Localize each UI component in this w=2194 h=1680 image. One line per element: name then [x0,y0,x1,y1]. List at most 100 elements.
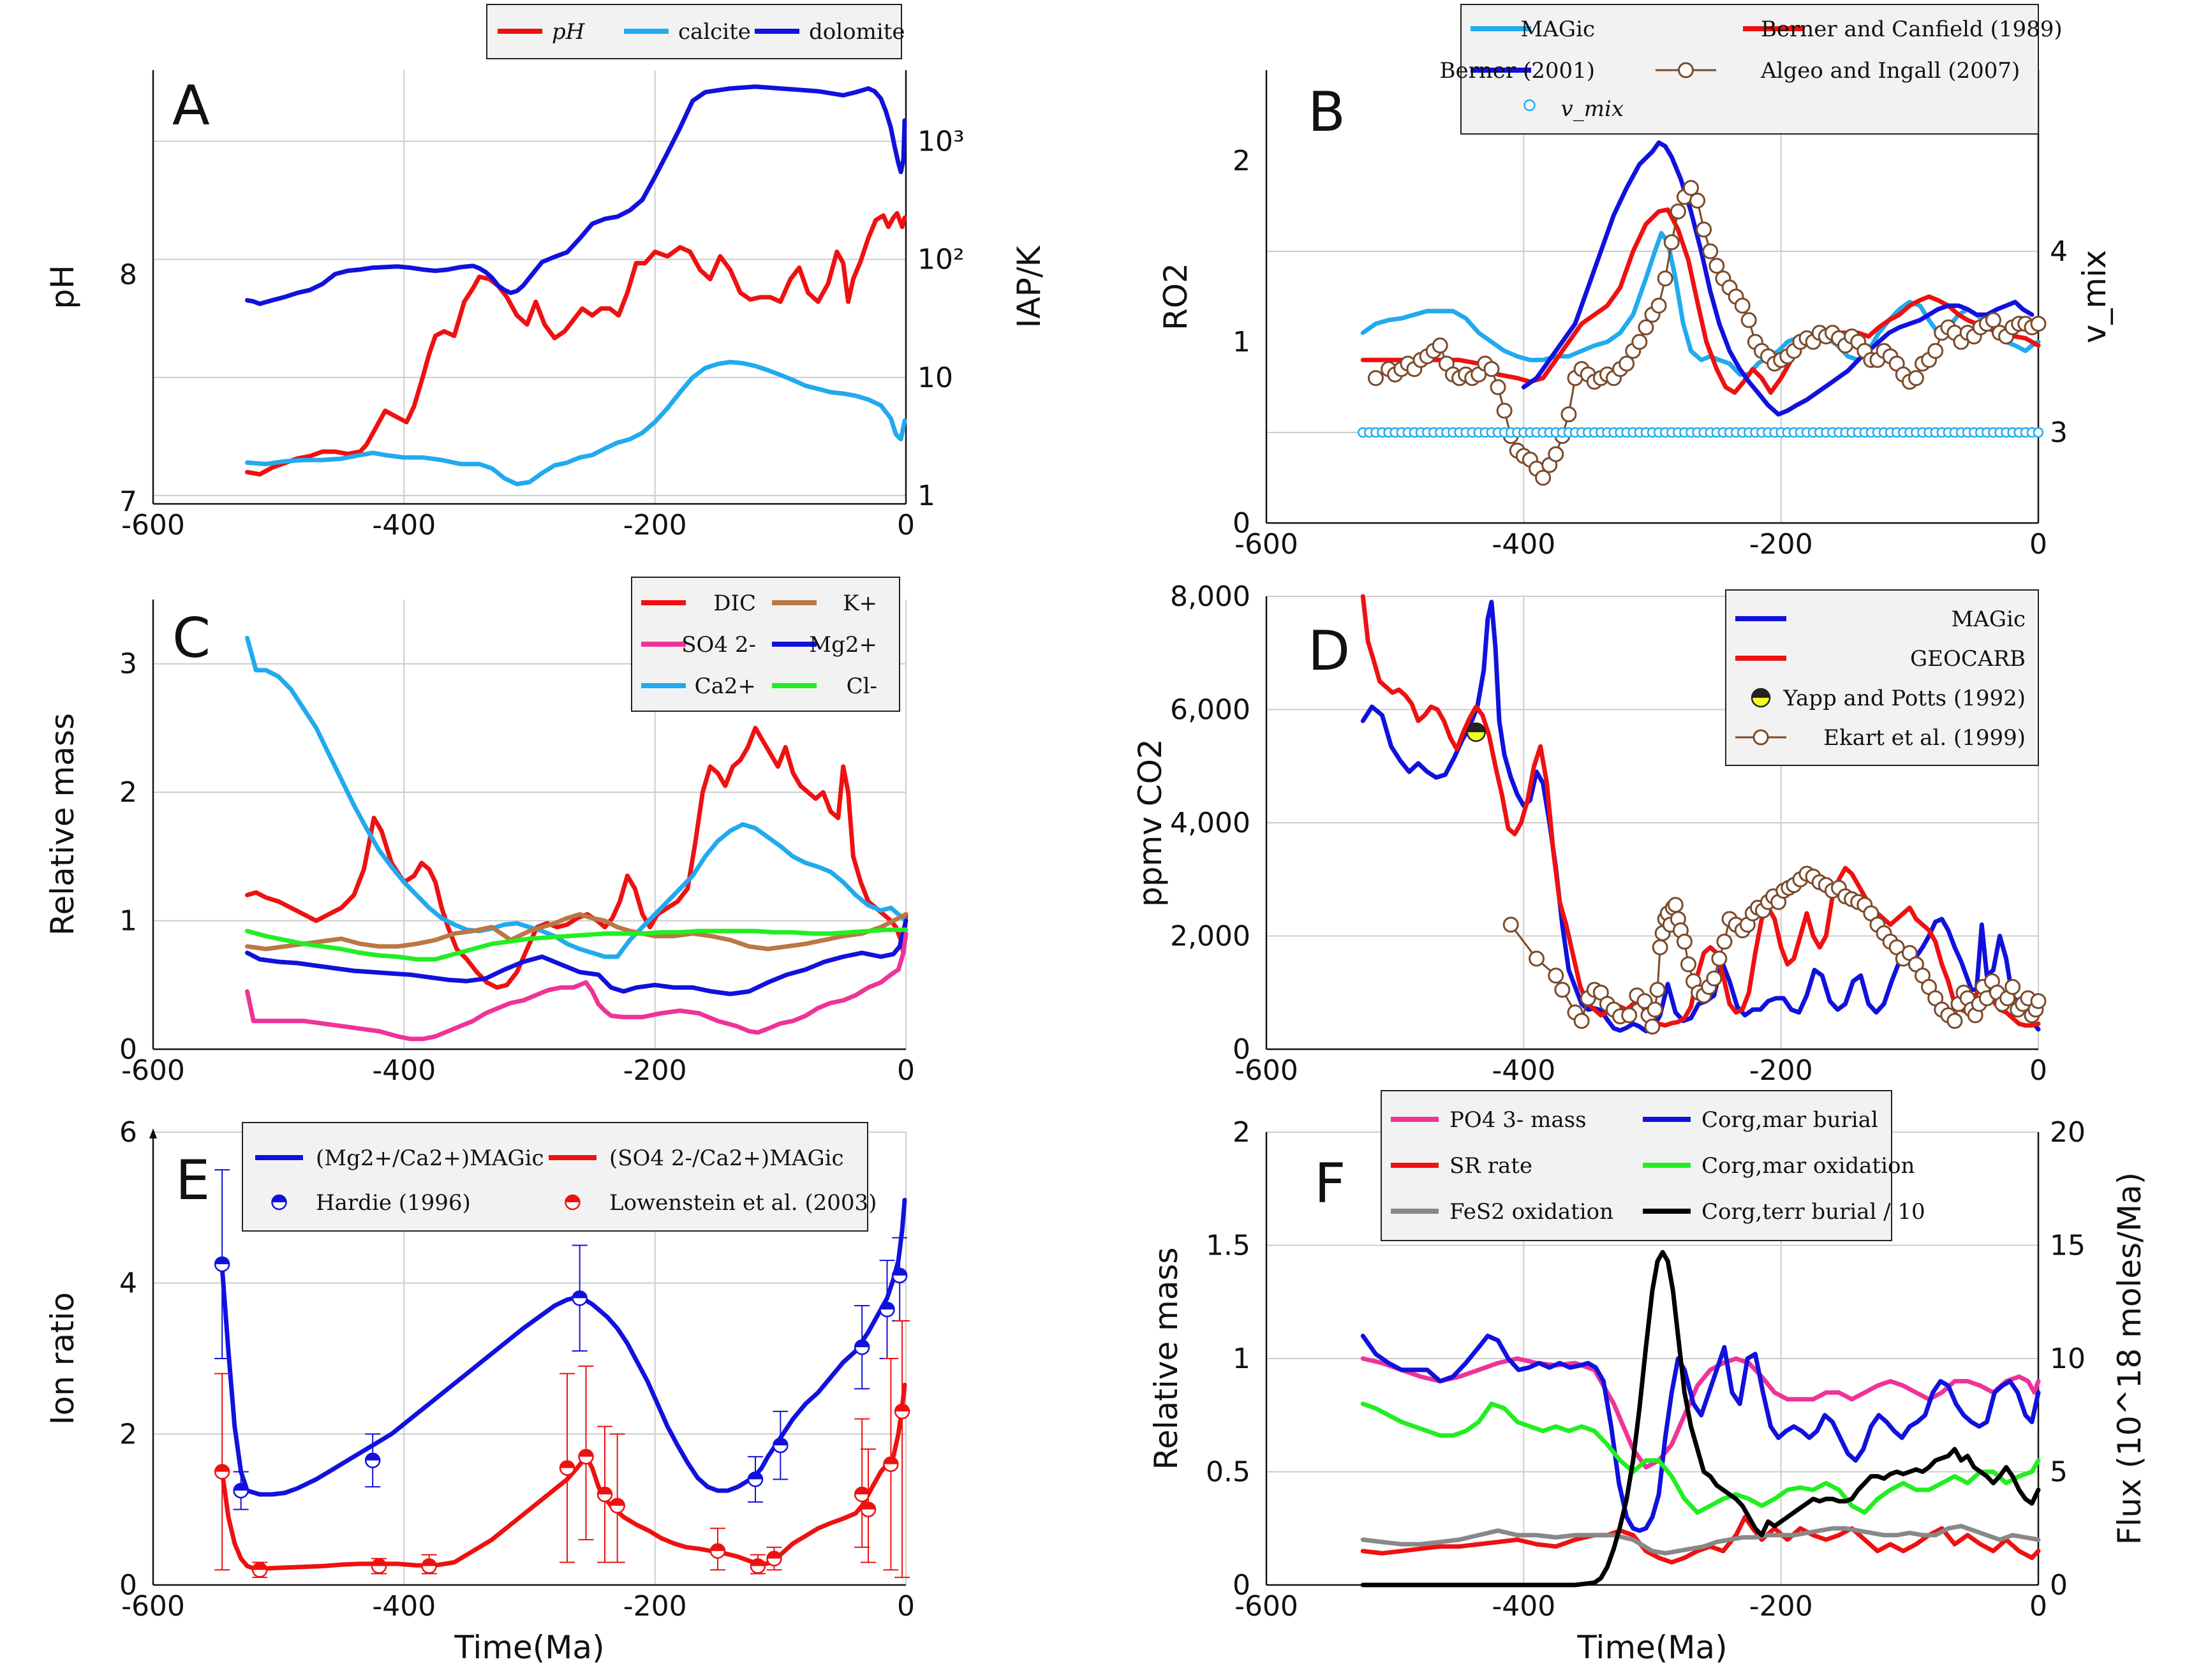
data-point [1554,982,1571,998]
data-point [1657,270,1673,287]
x-tick-label: -400 [1492,528,1555,561]
y-axis-arrow [149,1128,157,1138]
data-point-half [773,1438,788,1446]
data-point [1670,203,1686,220]
x-tick-label: -400 [372,1054,436,1087]
series-line [245,931,908,1042]
legend-label: MAGic [1521,17,1595,42]
data-point [1619,355,1635,372]
y2-axis-label: Flux (10^18 moles/Ma) [2111,1172,2148,1545]
series-2 [1466,722,1486,742]
panel-d: -600 -400 -200 0 0 2,000 4,000 6,000 8,000 ppmv C… [1132,580,2047,1087]
x-tick-label: -600 [121,1590,185,1623]
legend-f: PO4 3- mass SR rate FeS2 oxidation Corg,mar… [1381,1090,1925,1241]
data-point-half [215,1257,230,1265]
legend-marker [1678,62,1694,78]
series-0 [1360,1356,2041,1470]
y-tick-label: 4 [119,1267,137,1300]
legend-marker-half [272,1195,286,1202]
x-tick-label: -200 [1749,1054,1813,1087]
series-line [245,912,908,952]
x-tick-label: -600 [1234,528,1298,561]
series-line [1360,207,2041,395]
legend-label: Corg,terr burial / 10 [1701,1199,1925,1225]
data-point [1650,297,1667,314]
panel-label: B [1308,80,1345,144]
y2-tick-label: 3 [2050,416,2068,449]
series-1 [1360,594,2041,1028]
y-axis-label: Ion ratio [44,1292,81,1425]
x-tick-label: -600 [121,1054,185,1087]
series-1 [219,1382,907,1571]
x-tick-label: 0 [897,1590,915,1623]
legend-e: (Mg2+/Ca2+)MAGic (SO4 2-/Ca2+)MAGic Hardie… [242,1122,877,1232]
data-point [1709,258,1725,274]
x-tick-label: -200 [1749,1590,1813,1623]
y-tick-label: 8,000 [1170,580,1250,613]
y-axis-label: pH [44,265,81,309]
x-tick-label: -400 [372,1590,436,1623]
x-tick-label: 0 [2029,1590,2047,1623]
y-tick-label: 2 [1233,1116,1250,1149]
data-point [1636,993,1653,1010]
y2-tick-label: 5 [2050,1456,2068,1489]
data-point [1529,950,1545,967]
data-point [1711,950,1728,967]
data-point-half [1467,723,1485,732]
series-3 [245,931,908,1042]
x-tick-label: -200 [1749,528,1813,561]
data-point-half [215,1464,230,1472]
y-tick-label: 2 [119,1418,137,1450]
y-tick-label: 6 [119,1116,137,1149]
y2-tick-label: 4 [2050,235,2068,268]
legend-label: (SO4 2-/Ca2+)MAGic [609,1146,844,1171]
series-line [245,918,908,996]
data-point [1740,312,1757,328]
legend-c: DIC Ca2+ Mg2+ SO4 2- K+ Cl- [631,577,900,712]
legend-label: Mg2+ [809,632,877,658]
y-tick-label: 0 [1233,507,1250,540]
series-line [1360,1401,2041,1515]
legend-label: (Mg2+/Ca2+)MAGic [316,1146,544,1171]
legend-label: K+ [843,591,877,616]
panel-label: C [172,607,211,670]
y2-tick-label: 10² [917,244,965,276]
series-3 [1502,866,2047,1035]
y-tick-label: 0 [1233,1569,1250,1602]
panel-label: F [1314,1152,1345,1216]
legend-label: v_mix [1561,96,1624,122]
data-point [1734,297,1751,314]
series-3 [1367,180,2047,486]
series-line [219,1198,907,1497]
legend-marker [1523,99,1536,112]
y2-tick-label: 1 [917,480,935,512]
legend-label: Hardie (1996) [316,1190,471,1216]
legend-label: Cl- [847,674,877,699]
x-axis-label: Time(Ma) [454,1629,604,1666]
y2-tick-label: 10³ [917,125,965,158]
panel-label: A [172,74,210,138]
data-point [1644,1019,1661,1035]
series-line [219,1382,907,1571]
x-tick-label: -200 [623,509,687,542]
data-point [1560,406,1577,423]
legend-label: Corg,mar burial [1701,1107,1878,1133]
legend-marker-half [1752,689,1770,698]
series-line [245,635,908,959]
legend-label: dolomite [809,19,905,45]
data-point [1696,221,1712,238]
data-point [2030,316,2047,332]
data-point-half [748,1472,762,1480]
data-point-half [880,1302,894,1310]
y-tick-label: 1 [1233,1343,1250,1375]
series-line [1360,1515,2041,1565]
y-tick-label: 6,000 [1170,694,1250,726]
data-point [1502,917,1519,933]
series-line [1360,1249,2041,1588]
data-point [1946,1013,1963,1029]
x-tick-label: -400 [1492,1054,1555,1087]
x-tick-label: 0 [897,1054,915,1087]
y-axis-label: ppmv CO2 [1132,739,1169,907]
panel-b: -600 -400 -200 0 0 1 2 3 4 RO2 v_mix B [1157,70,2113,561]
legend-label: Berner and Canfield (1989) [1761,17,2063,42]
